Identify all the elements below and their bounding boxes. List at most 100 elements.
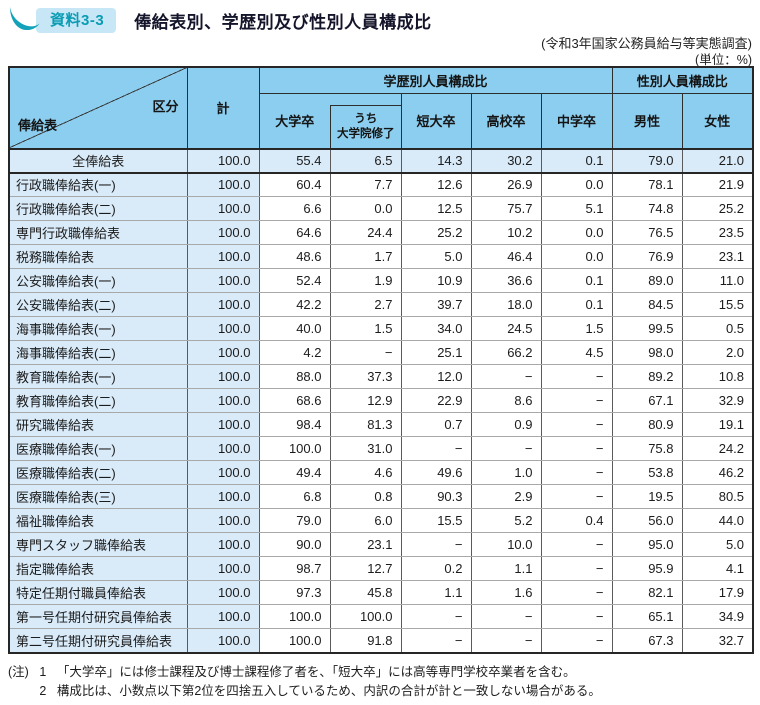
cell-value: 90.0 [258, 532, 331, 557]
row-label: 第一号任期付研究員俸給表 [8, 604, 188, 629]
cell-value: 5.1 [540, 196, 613, 221]
cell-value: 100.0 [186, 484, 260, 509]
cell-value: 0.4 [540, 508, 613, 533]
cell-value: 31.0 [329, 436, 402, 461]
cell-value: 6.0 [329, 508, 402, 533]
table-row: 医療職俸給表(三) 100.0 6.8 0.8 90.3 2.9 − 19.5 … [8, 484, 754, 509]
row-label: 税務職俸給表 [8, 244, 188, 269]
cell-value: 67.1 [611, 388, 683, 413]
row-label: 行政職俸給表(一) [8, 172, 188, 197]
cell-value: 100.0 [186, 268, 260, 293]
cell-value: 1.9 [329, 268, 402, 293]
row-label: 海事職俸給表(一) [8, 316, 188, 341]
note-item: 1 「大学卒」には修士課程及び博士課程修了者を、「短大卒」には高等専門学校卒業者… [39, 665, 576, 679]
cell-value: − [540, 412, 613, 437]
footnotes: (注) 1 「大学卒」には修士課程及び博士課程修了者を、「短大卒」には高等専門学… [8, 663, 601, 702]
cell-value: 49.6 [400, 460, 472, 485]
cell-value: 0.0 [540, 172, 613, 197]
table-row: 行政職俸給表(一) 100.0 60.4 7.7 12.6 26.9 0.0 7… [8, 172, 754, 197]
cell-value: 53.8 [611, 460, 683, 485]
table-header: 区分 俸給表 計 学歴別人員構成比 性別人員構成比 大学卒 うち 大学院修了 短… [8, 67, 754, 150]
cell-value: 100.0 [186, 388, 260, 413]
cell-value: 1.1 [470, 556, 542, 581]
cell-value: 32.7 [681, 628, 754, 653]
table-row: 税務職俸給表 100.0 48.6 1.7 5.0 46.4 0.0 76.9 … [8, 244, 754, 269]
cell-value: − [400, 628, 472, 653]
cell-value: 6.5 [329, 148, 402, 174]
cell-value: 100.0 [186, 604, 260, 629]
cell-value: 100.0 [186, 220, 260, 245]
cell-value: 67.3 [611, 628, 683, 653]
cell-value: 4.1 [681, 556, 754, 581]
cell-value: 100.0 [186, 244, 260, 269]
cell-value: 21.0 [681, 148, 754, 174]
cell-value: − [540, 436, 613, 461]
cell-value: 6.8 [258, 484, 331, 509]
cell-value: 5.2 [470, 508, 542, 533]
cell-value: 81.3 [329, 412, 402, 437]
row-label: 特定任期付職員俸給表 [8, 580, 188, 605]
cell-value: 97.3 [258, 580, 331, 605]
cell-value: 24.4 [329, 220, 402, 245]
table-row: 医療職俸給表(一) 100.0 100.0 31.0 − − − 75.8 24… [8, 436, 754, 461]
table-body: 全俸給表 100.0 55.4 6.5 14.3 30.2 0.1 79.0 2… [8, 148, 754, 653]
cell-value: 5.0 [400, 244, 472, 269]
cell-value: 100.0 [186, 460, 260, 485]
cell-value: 60.4 [258, 172, 331, 197]
cell-value: 12.9 [329, 388, 402, 413]
cell-value: 2.0 [681, 340, 754, 365]
cell-value: − [540, 484, 613, 509]
row-label: 公安職俸給表(二) [8, 292, 188, 317]
cell-value: 15.5 [400, 508, 472, 533]
note-item: 2 構成比は、小数点以下第2位を四捨五入しているため、内訳の合計が計と一致しない… [39, 684, 601, 699]
cell-value: 0.7 [400, 412, 472, 437]
cell-value: 76.5 [611, 220, 683, 245]
cell-value: 23.1 [681, 244, 754, 269]
cell-value: 100.0 [186, 580, 260, 605]
cell-value: 12.0 [400, 364, 472, 389]
cell-value: 25.2 [681, 196, 754, 221]
cell-value: 14.3 [400, 148, 472, 174]
cell-value: 19.1 [681, 412, 754, 437]
cell-value: 74.8 [611, 196, 683, 221]
corner-label-hokyuhyo: 俸給表 [18, 117, 58, 133]
cell-value: 10.9 [400, 268, 472, 293]
cell-value: 78.1 [611, 172, 683, 197]
cell-value: 100.0 [186, 628, 260, 653]
cell-value: 82.1 [611, 580, 683, 605]
cell-value: − [540, 460, 613, 485]
cell-value: 46.2 [681, 460, 754, 485]
cell-value: 0.8 [329, 484, 402, 509]
cell-value: − [400, 532, 472, 557]
cell-value: 100.0 [258, 436, 331, 461]
cell-value: − [540, 364, 613, 389]
material-badge: 資料3-3 [10, 7, 117, 33]
cell-value: 65.1 [611, 604, 683, 629]
row-label: 公安職俸給表(一) [8, 268, 188, 293]
cell-value: 40.0 [258, 316, 331, 341]
cell-value: 84.5 [611, 292, 683, 317]
document-header: 資料3-3 俸給表別、学歴別及び性別人員構成比 [8, 7, 432, 33]
cell-value: 10.2 [470, 220, 542, 245]
cell-value: 48.6 [258, 244, 331, 269]
table-row: 教育職俸給表(二) 100.0 68.6 12.9 22.9 8.6 − 67.… [8, 388, 754, 413]
row-label: 教育職俸給表(一) [8, 364, 188, 389]
cell-value: 1.6 [470, 580, 542, 605]
cell-value: 79.0 [258, 508, 331, 533]
cell-value: 98.0 [611, 340, 683, 365]
table-row: 研究職俸給表 100.0 98.4 81.3 0.7 0.9 − 80.9 19… [8, 412, 754, 437]
column-header-juniorhigh: 中学卒 [540, 93, 613, 150]
row-label: 指定職俸給表 [8, 556, 188, 581]
table-row: 特定任期付職員俸給表 100.0 97.3 45.8 1.1 1.6 − 82.… [8, 580, 754, 605]
cell-value: 18.0 [470, 292, 542, 317]
table-row: 公安職俸給表(二) 100.0 42.2 2.7 39.7 18.0 0.1 8… [8, 292, 754, 317]
cell-value: 100.0 [186, 364, 260, 389]
cell-value: 100.0 [186, 532, 260, 557]
cell-value: 26.9 [470, 172, 542, 197]
cell-value: 95.9 [611, 556, 683, 581]
cell-value: 25.2 [400, 220, 472, 245]
cell-value: 0.2 [400, 556, 472, 581]
group-header-gender: 性別人員構成比 [611, 67, 754, 94]
cell-value: 49.4 [258, 460, 331, 485]
